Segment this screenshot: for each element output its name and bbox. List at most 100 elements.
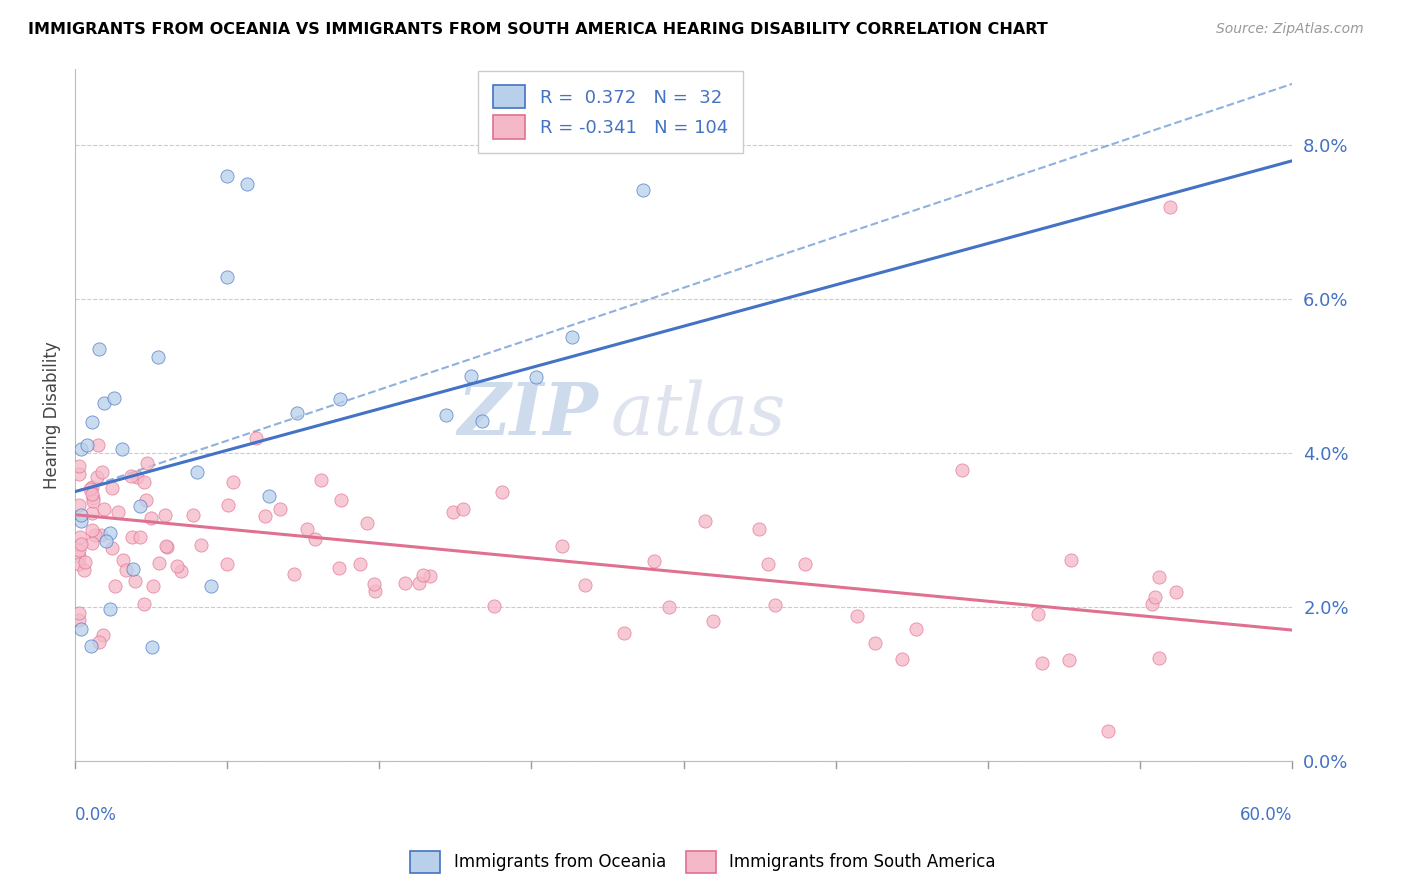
Point [70,442,93,456]
Point [134,597,156,611]
Point [950,463,973,477]
Point [658,600,681,615]
Point [139,510,162,524]
Point [70,622,93,636]
Point [87,635,110,649]
Point [217,498,239,512]
Point [73,563,96,577]
Point [136,456,159,470]
Point [1026,607,1049,621]
Point [67,557,90,571]
Point [70,536,93,550]
Point [67,613,90,627]
Point [89,342,111,356]
Point [364,583,387,598]
Point [1144,591,1167,605]
Point [148,556,170,570]
Point [363,577,385,591]
Point [67,459,90,474]
Point [748,522,770,536]
Point [865,636,887,650]
Point [121,561,143,575]
Point [104,579,127,593]
Point [1159,200,1181,214]
Point [451,502,474,516]
Point [394,575,416,590]
Point [574,578,596,592]
Point [134,475,156,490]
Point [613,626,636,640]
Point [80,480,103,494]
Point [434,408,457,422]
Point [69,530,91,544]
Point [134,492,156,507]
Point [1060,552,1083,566]
Point [304,532,326,546]
Point [1057,653,1080,667]
Point [236,177,259,191]
Point [155,540,177,554]
Point [107,505,129,519]
Point [86,470,108,484]
Point [356,516,378,531]
Point [1166,585,1188,599]
Point [756,557,779,571]
Point [166,558,188,573]
Point [101,541,124,555]
Point [93,396,115,410]
Point [328,560,350,574]
Point [460,369,482,384]
Point [643,554,665,568]
Text: IMMIGRANTS FROM OCEANIA VS IMMIGRANTS FROM SOUTH AMERICA HEARING DISABILITY CORR: IMMIGRANTS FROM OCEANIA VS IMMIGRANTS FR… [28,22,1047,37]
Point [93,502,115,516]
Point [87,438,110,452]
Point [295,522,318,536]
Point [129,530,152,544]
Point [170,564,193,578]
Point [83,528,105,542]
Point [418,568,440,582]
Y-axis label: Hearing Disability: Hearing Disability [44,341,60,489]
Point [183,508,205,522]
Point [70,508,93,523]
Point [408,575,430,590]
Point [1031,656,1053,670]
Point [482,599,505,613]
Point [215,558,238,572]
Point [215,270,238,285]
Point [112,553,135,567]
Point [1147,651,1170,665]
Text: atlas: atlas [610,379,786,450]
Point [702,614,724,628]
Point [491,484,513,499]
Point [93,628,115,642]
Point [890,652,912,666]
Point [311,473,333,487]
Point [121,530,143,544]
Point [67,606,90,620]
Point [200,579,222,593]
Point [115,563,138,577]
Point [693,514,716,528]
Point [217,169,239,184]
Point [100,481,122,495]
Point [222,475,245,489]
Point [76,437,98,451]
Point [283,567,305,582]
Point [1149,570,1171,584]
Point [349,558,371,572]
Point [186,466,208,480]
Point [330,492,353,507]
Point [67,543,90,558]
Point [550,539,572,553]
Point [82,487,104,501]
Point [127,469,149,483]
Point [80,639,103,653]
Point [793,558,815,572]
Point [141,640,163,654]
Point [67,498,90,512]
Point [253,508,276,523]
Point [905,622,928,636]
Point [285,406,308,420]
Point [631,183,654,197]
